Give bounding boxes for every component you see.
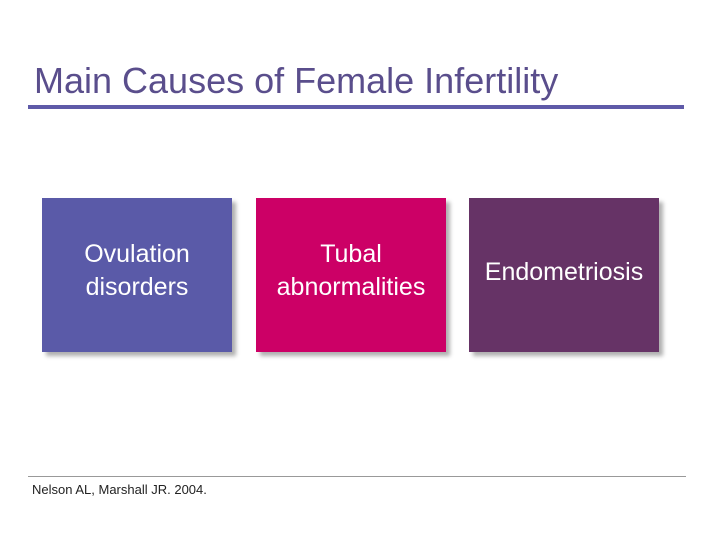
box-label: abnormalities [276, 273, 426, 301]
cause-box: Endometriosis [469, 198, 659, 352]
cause-box: Tubal abnormalities [256, 198, 446, 352]
title-rule [28, 105, 684, 109]
box-label: Tubal [320, 240, 382, 268]
slide-title: Main Causes of Female Infertility [34, 60, 559, 101]
cause-box: Ovulation disorders [42, 198, 232, 352]
citation-rule [28, 476, 686, 477]
box-label: Endometriosis [484, 257, 644, 286]
box-label: disorders [85, 273, 189, 301]
box-label: Ovulation [84, 240, 190, 268]
citation: Nelson AL, Marshall JR. 2004. [32, 482, 207, 497]
